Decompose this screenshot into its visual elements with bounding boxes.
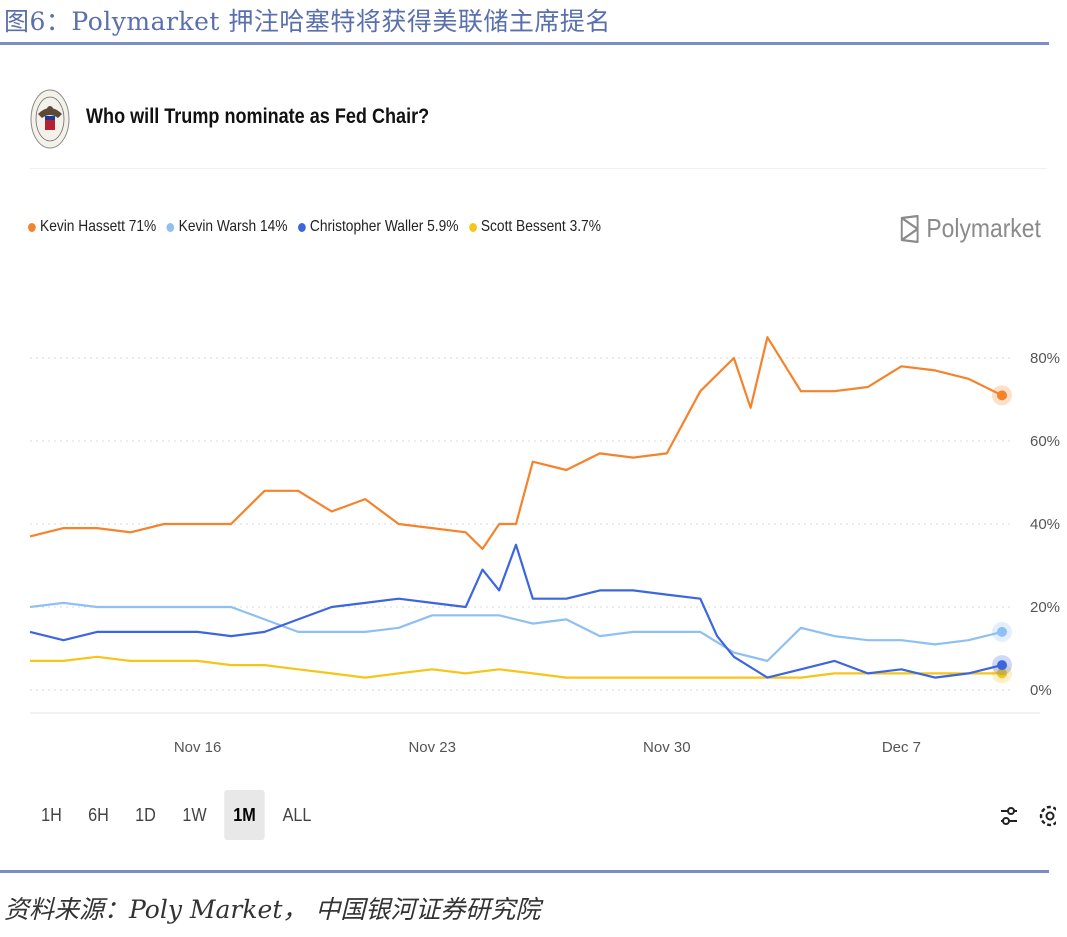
y-tick-label: 60% — [1030, 433, 1060, 450]
polymarket-logo-icon — [900, 214, 919, 243]
legend-item-warsh[interactable]: Kevin Warsh 14% — [166, 218, 288, 236]
probability-chart: 0% 20% 40% 60% 80% Nov 16 Nov 23 Nov 30 Dec 7 — [29, 336, 1060, 756]
series-line-kevin-warsh — [29, 601, 1003, 662]
timeframe-1d-button[interactable]: 1D — [135, 804, 156, 825]
fed-seal-icon — [30, 89, 70, 149]
series-end-point — [997, 660, 1007, 671]
y-tick-label: 80% — [1030, 350, 1060, 367]
series-end-point — [997, 626, 1007, 637]
series-line-christopher-waller — [29, 543, 1003, 679]
timeframe-1w-button[interactable]: 1W — [182, 804, 207, 825]
x-tick-label: Nov 23 — [408, 739, 456, 756]
x-tick-label: Nov 16 — [174, 739, 222, 756]
timeframe-1h-button[interactable]: 1H — [41, 804, 62, 825]
source-note: 资料来源：Poly Market， 中国银河证券研究院 — [4, 895, 541, 924]
polymarket-brand: Polymarket — [900, 213, 1041, 244]
x-tick-label: Dec 7 — [882, 739, 921, 756]
series-end-point — [997, 668, 1007, 679]
legend-item-bessent[interactable]: Scott Bessent 3.7% — [468, 218, 601, 236]
x-tick-label: Nov 30 — [643, 739, 691, 756]
legend-label: Christopher Waller 5.9% — [309, 218, 459, 235]
series-end-point — [997, 390, 1007, 401]
timeframe-selector: 1H 6H 1D 1W 1M ALL — [30, 790, 323, 840]
chart-settings-sliders-icon[interactable] — [998, 800, 1020, 832]
legend-item-hassett[interactable]: Kevin Hassett 71% — [28, 218, 156, 236]
y-tick-label: 0% — [1030, 682, 1052, 699]
chart-legend: Kevin Hassett 71% Kevin Warsh 14% Christ… — [28, 218, 601, 236]
legend-dot — [468, 222, 477, 232]
brand-name: Polymarket — [926, 213, 1041, 243]
legend-label: Kevin Warsh 14% — [178, 218, 288, 235]
legend-item-waller[interactable]: Christopher Waller 5.9% — [297, 218, 459, 236]
figure-title: 图6：Polymarket 押注哈塞特将获得美联储主席提名 — [4, 7, 611, 36]
y-tick-label: 40% — [1030, 516, 1060, 533]
legend-dot — [166, 222, 175, 232]
series-line-kevin-hassett — [29, 336, 1003, 550]
market-question: Who will Trump nominate as Fed Chair? — [86, 105, 430, 128]
source-rule — [0, 870, 1049, 873]
timeframe-6h-button[interactable]: 6H — [88, 804, 109, 825]
legend-label: Scott Bessent 3.7% — [480, 218, 601, 235]
gear-icon[interactable] — [1036, 800, 1056, 832]
legend-dot — [28, 222, 36, 232]
header-divider — [30, 168, 1047, 169]
legend-dot — [297, 222, 306, 232]
y-tick-label: 20% — [1030, 599, 1060, 616]
series-line-scott-bessent — [30, 655, 1002, 679]
legend-label: Kevin Hassett 71% — [40, 218, 157, 235]
timeframe-1m-button[interactable]: 1M — [224, 790, 265, 840]
title-rule — [0, 42, 1049, 45]
timeframe-all-button[interactable]: ALL — [282, 804, 312, 825]
